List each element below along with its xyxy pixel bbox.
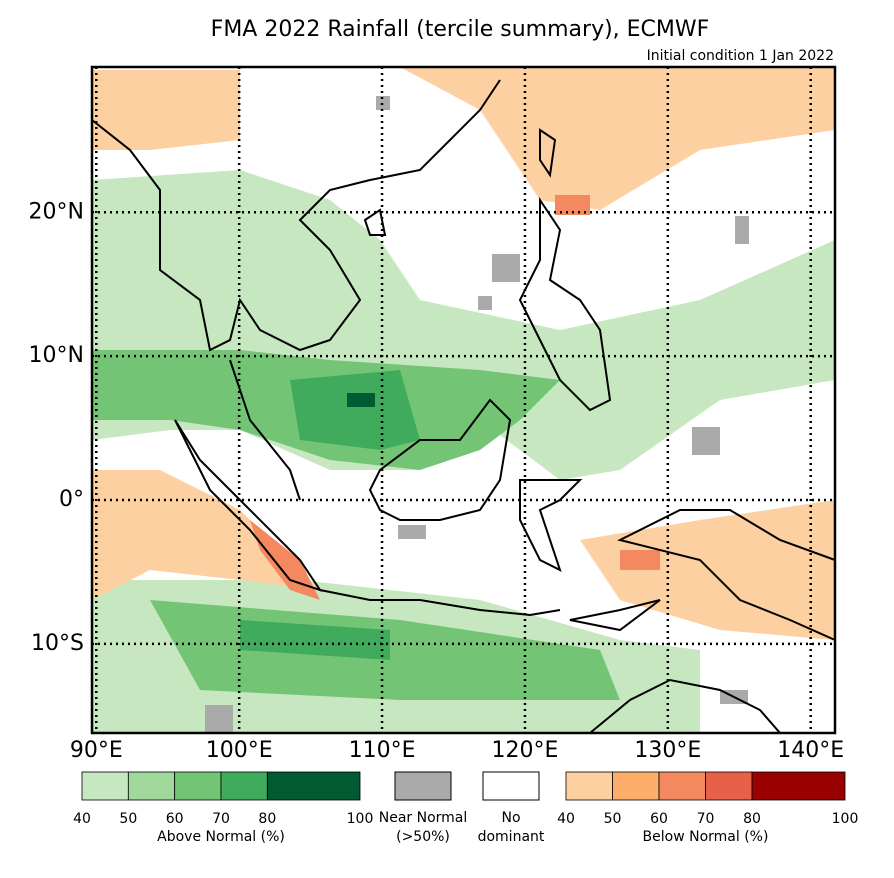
colorbar-segment [127, 771, 176, 801]
colorbar-tick-label: 80 [743, 811, 761, 827]
colorbar-segment [658, 771, 706, 801]
subtitle: Initial condition 1 Jan 2022 [647, 48, 834, 64]
legend: 40 50 60 70 80 100 Above Normal (%) 40 50 60 70 80 1… [73, 771, 859, 845]
colorbar-segment [220, 771, 268, 801]
colorbar-label: Above Normal (%) [157, 829, 285, 845]
coastlines [91, 79, 836, 734]
graticule [92, 67, 835, 733]
colorbar-tick-label: 50 [604, 811, 622, 827]
x-tick-label: 140°E [777, 738, 844, 763]
colorbar-tick-label: 70 [212, 811, 230, 827]
colorbar-segment [705, 771, 753, 801]
colorbar-segment [266, 771, 361, 801]
title: FMA 2022 Rainfall (tercile summary), ECM… [211, 17, 710, 42]
legend-label: dominant [478, 829, 545, 845]
colorbar-tick-label: 80 [258, 811, 276, 827]
colorbar-tick-label: 100 [347, 811, 374, 827]
colorbar-label: Below Normal (%) [643, 829, 769, 845]
axis-labels: 90°E 100°E 110°E 120°E 130°E 140°E 20°N 10°N 0° 1… [29, 199, 845, 763]
x-tick-label: 130°E [634, 738, 701, 763]
x-tick-label: 90°E [70, 738, 123, 763]
legend-label: (>50%) [396, 829, 450, 845]
x-tick-label: 110°E [349, 738, 416, 763]
x-tick-label: 120°E [491, 738, 558, 763]
legend-label: No [501, 810, 520, 826]
y-tick-label: 10°N [29, 343, 84, 368]
colorbar-tick-label: 70 [697, 811, 715, 827]
y-tick-label: 10°S [31, 631, 84, 656]
colorbar-segment [565, 771, 613, 801]
colorbar-tick-label: 60 [166, 811, 184, 827]
x-tick-label: 100°E [206, 738, 273, 763]
y-tick-label: 0° [59, 487, 84, 512]
colorbar-tick-label: 50 [119, 811, 137, 827]
colorbar-segment [751, 771, 846, 801]
colorbar-tick-label: 60 [650, 811, 668, 827]
colorbar-tick-label: 40 [73, 811, 91, 827]
legend-label: Near Normal [379, 810, 468, 826]
legend-swatch [394, 771, 452, 801]
colorbar-segment [612, 771, 660, 801]
map-frame [90, 65, 837, 735]
colorbar-segment [174, 771, 222, 801]
colorbar-tick-label: 40 [557, 811, 575, 827]
rainfall-field [92, 67, 835, 733]
colorbar-segment [81, 771, 129, 801]
legend-swatch [482, 771, 540, 801]
colorbar-tick-label: 100 [832, 811, 859, 827]
y-tick-label: 20°N [29, 199, 84, 224]
